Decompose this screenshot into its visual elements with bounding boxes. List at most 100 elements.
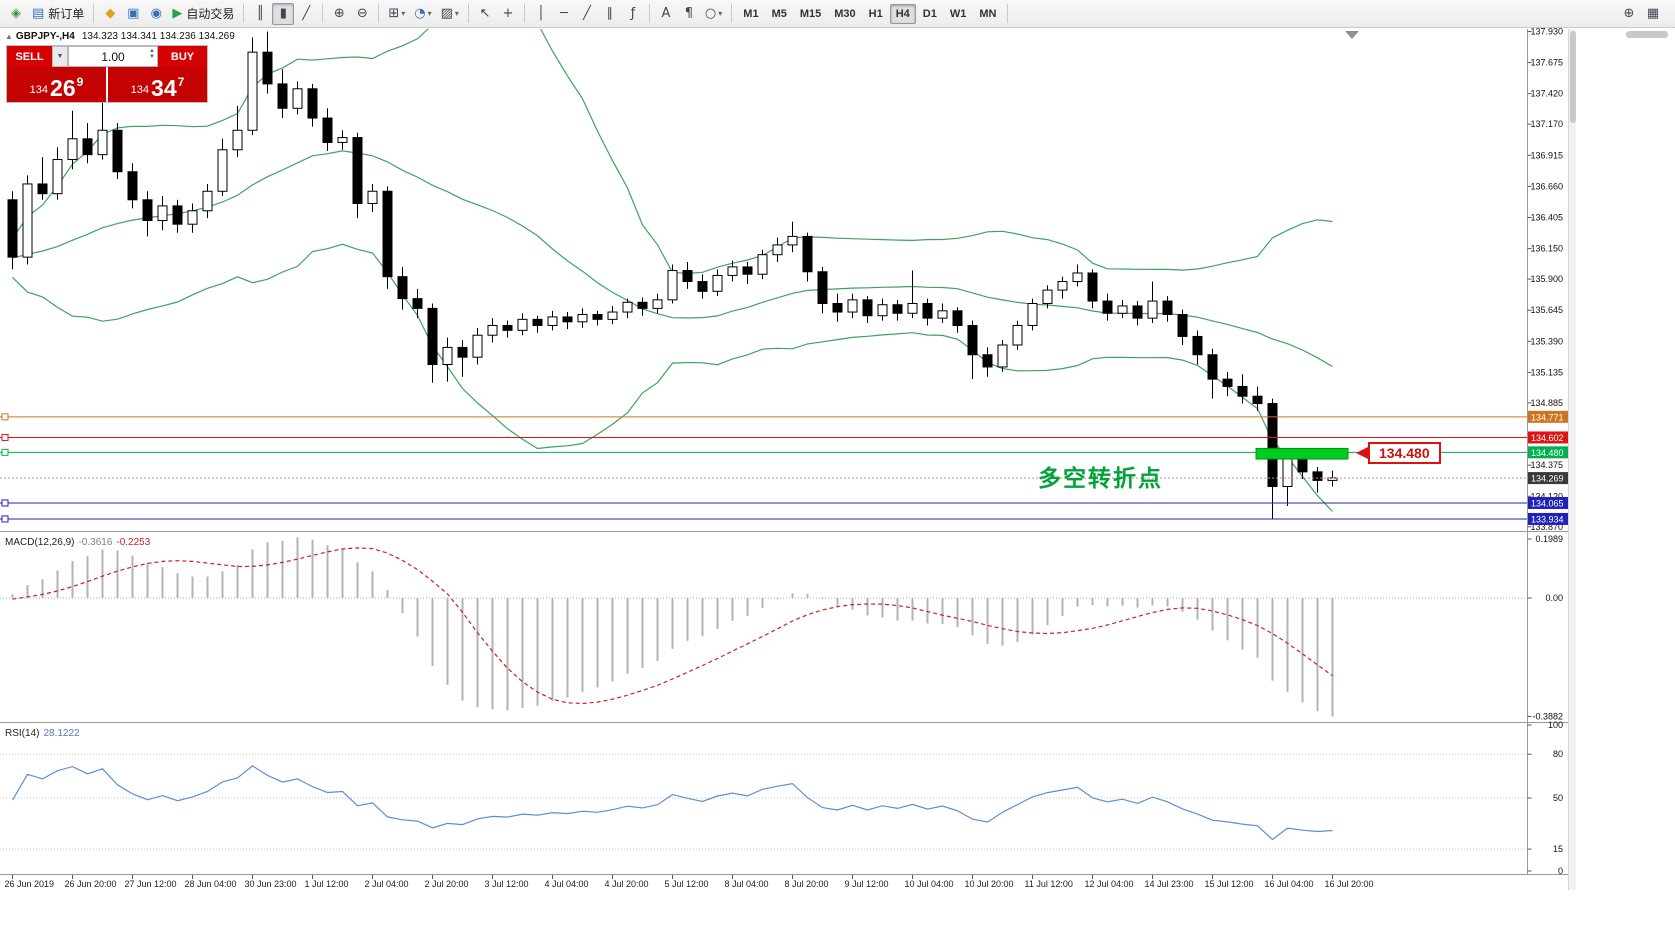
metaeditor-icon[interactable]: ◆ bbox=[99, 3, 121, 25]
svg-text:2 Jul 20:00: 2 Jul 20:00 bbox=[425, 879, 469, 889]
buy-price-button[interactable]: 134 34 7 bbox=[108, 67, 207, 102]
line-handle[interactable] bbox=[1, 448, 9, 456]
timeframe-h4[interactable]: H4 bbox=[889, 3, 916, 24]
sell-button[interactable]: SELL bbox=[7, 46, 52, 67]
timeframe-mn[interactable]: MN bbox=[973, 4, 1002, 24]
timeframe-m5[interactable]: M5 bbox=[766, 4, 793, 24]
volume-dropdown-button[interactable]: ▼ bbox=[52, 46, 68, 67]
community-icon[interactable]: ◉ bbox=[145, 3, 167, 25]
search-icon[interactable]: ⊕ bbox=[1618, 3, 1640, 25]
line-chart-type-icon[interactable]: ╱ bbox=[295, 3, 317, 25]
scrollbar-thumb[interactable] bbox=[1570, 31, 1576, 123]
svg-text:136.915: 136.915 bbox=[1530, 150, 1563, 160]
horizontal-line-object[interactable] bbox=[0, 433, 1527, 441]
trendline-icon[interactable]: ╱ bbox=[576, 3, 598, 25]
buy-price-sup: 7 bbox=[177, 75, 185, 89]
svg-text:16 Jul 04:00: 16 Jul 04:00 bbox=[1265, 879, 1314, 889]
new-window-icon[interactable]: ▦ bbox=[1642, 3, 1664, 25]
svg-text:50: 50 bbox=[1553, 793, 1563, 803]
shapes-icon[interactable]: ○ ▾ bbox=[701, 3, 726, 25]
volume-down-button[interactable]: ▼ bbox=[149, 54, 155, 60]
horizontal-line-object[interactable] bbox=[0, 413, 1527, 421]
svg-text:136.150: 136.150 bbox=[1530, 244, 1563, 254]
svg-text:12 Jul 04:00: 12 Jul 04:00 bbox=[1085, 879, 1134, 889]
timeframe-h1[interactable]: H1 bbox=[863, 4, 889, 24]
timeframe-m15[interactable]: M15 bbox=[794, 4, 827, 24]
svg-text:80: 80 bbox=[1553, 749, 1563, 759]
text-label-icon[interactable]: ¶ bbox=[678, 3, 700, 25]
channel-icon[interactable]: ∥ bbox=[599, 3, 621, 25]
toolbar-separator bbox=[648, 4, 650, 23]
rsi-line bbox=[11, 765, 1333, 841]
chart-shift-marker-icon[interactable] bbox=[1345, 31, 1359, 39]
templates-icon[interactable]: ▨ ▾ bbox=[437, 3, 463, 25]
fibonacci-icon[interactable]: ƒ bbox=[622, 3, 644, 25]
vertical-scrollbar[interactable] bbox=[1568, 29, 1576, 890]
callout-arrow-icon bbox=[1356, 447, 1368, 459]
svg-text:15: 15 bbox=[1553, 844, 1563, 854]
svg-text:2 Jul 04:00: 2 Jul 04:00 bbox=[365, 879, 409, 889]
price-tag: 134.065 bbox=[1528, 496, 1568, 509]
svg-text:30 Jun 23:00: 30 Jun 23:00 bbox=[245, 879, 297, 889]
timeframe-w1[interactable]: W1 bbox=[944, 4, 973, 24]
candlestick-type-icon-glyph: ▮ bbox=[279, 6, 287, 21]
svg-text:8 Jul 04:00: 8 Jul 04:00 bbox=[725, 879, 769, 889]
highlight-rectangle-object[interactable] bbox=[1255, 447, 1349, 460]
svg-text:4 Jul 04:00: 4 Jul 04:00 bbox=[545, 879, 589, 889]
indicators-icon[interactable]: ⊞ ▾ bbox=[384, 3, 409, 25]
svg-text:0.00: 0.00 bbox=[1545, 593, 1563, 603]
zoom-in-icon-glyph: ⊕ bbox=[333, 6, 345, 21]
horizontal-line-object[interactable] bbox=[0, 499, 1527, 507]
volume-up-button[interactable]: ▲ bbox=[149, 48, 155, 54]
svg-text:10 Jul 20:00: 10 Jul 20:00 bbox=[965, 879, 1014, 889]
metaeditor-icon-glyph: ◆ bbox=[105, 6, 116, 21]
price-callout-label[interactable]: 134.480 bbox=[1368, 442, 1441, 464]
line-handle[interactable] bbox=[1, 413, 9, 421]
svg-text:133.934: 133.934 bbox=[1531, 514, 1564, 524]
zoom-in-icon[interactable]: ⊕ bbox=[328, 3, 350, 25]
autotrading-button[interactable]: ▶ 自动交易 bbox=[168, 3, 238, 25]
timeframe-m30[interactable]: M30 bbox=[828, 4, 861, 24]
vertical-line-icon[interactable]: │ bbox=[530, 3, 552, 25]
price-axis: 137.930 137.675 137.420 137.170 136.915 136.6… bbox=[1527, 26, 1563, 532]
toolbar-separator bbox=[93, 4, 95, 23]
svg-text:5 Jul 12:00: 5 Jul 12:00 bbox=[665, 879, 709, 889]
timeframe-m1[interactable]: M1 bbox=[737, 4, 764, 24]
periods-icon[interactable]: ◔ ▾ bbox=[410, 3, 435, 25]
horizontal-line-icon[interactable]: ─ bbox=[553, 3, 575, 25]
crosshair-icon[interactable]: + bbox=[497, 3, 519, 25]
macd-histogram bbox=[11, 537, 1334, 717]
toolbar-separator bbox=[322, 4, 324, 23]
bar-chart-type-icon[interactable]: ║ bbox=[249, 3, 271, 25]
community-icon-glyph: ◉ bbox=[150, 6, 162, 21]
line-handle[interactable] bbox=[1, 499, 9, 507]
cursor-icon[interactable]: ↖ bbox=[474, 3, 496, 25]
timeframe-d1[interactable]: D1 bbox=[917, 4, 943, 24]
svg-text:0.1989: 0.1989 bbox=[1535, 534, 1563, 544]
toolbar-separator bbox=[731, 4, 733, 23]
sell-price-button[interactable]: 134 26 9 bbox=[7, 67, 106, 102]
line-handle[interactable] bbox=[1, 515, 9, 523]
text-icon[interactable]: A bbox=[655, 3, 677, 25]
horizontal-scrollbar-thumb[interactable] bbox=[1626, 31, 1668, 38]
new-order-glyph: ▤ bbox=[32, 6, 45, 21]
app-icon[interactable]: ◈ bbox=[5, 3, 27, 25]
collapse-arrow-icon[interactable]: ▲ bbox=[5, 32, 13, 41]
svg-text:0: 0 bbox=[1558, 866, 1563, 876]
volume-value: 1.00 bbox=[101, 49, 125, 64]
depth-of-market-icon[interactable]: ▣ bbox=[122, 3, 144, 25]
toolbar-right-group: ⊕ ▦ bbox=[1618, 3, 1670, 25]
svg-text:137.420: 137.420 bbox=[1530, 89, 1563, 99]
horizontal-line-object[interactable] bbox=[0, 515, 1527, 523]
volume-input[interactable]: 1.00 ▲ ▼ bbox=[68, 46, 158, 67]
chevron-down-icon: ▾ bbox=[401, 9, 406, 18]
channel-icon-glyph: ∥ bbox=[606, 6, 614, 21]
bar-chart-type-icon-glyph: ║ bbox=[256, 6, 265, 21]
rsi-value: 28.1222 bbox=[43, 728, 80, 739]
buy-button[interactable]: BUY bbox=[158, 46, 207, 67]
candlestick-type-icon[interactable]: ▮ bbox=[272, 2, 295, 25]
line-handle[interactable] bbox=[1, 433, 9, 441]
new-order-button[interactable]: ▤ 新订单 bbox=[28, 3, 88, 25]
zoom-out-icon[interactable]: ⊖ bbox=[351, 3, 373, 25]
chart-annotation-text[interactable]: 多空转折点 bbox=[1038, 465, 1163, 491]
